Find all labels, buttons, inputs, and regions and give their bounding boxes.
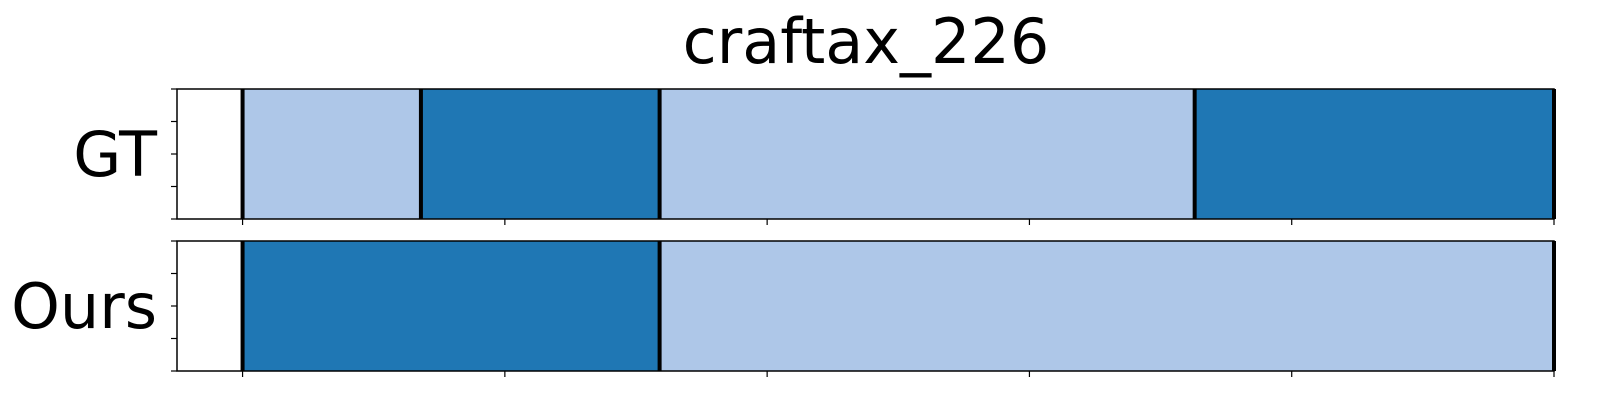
chart-title: craftax_226: [683, 5, 1050, 78]
segment-ours-0: [242, 241, 660, 371]
segment-gt-0: [242, 89, 421, 219]
segment-gt-1: [420, 89, 660, 219]
row-label-ours: Ours: [11, 270, 157, 343]
panels: GT Ours: [11, 88, 1556, 377]
panel-gt: GT: [73, 88, 1556, 225]
segment-gt-2: [659, 89, 1195, 219]
segment-gt-3: [1194, 89, 1554, 219]
segment-ours-1: [659, 241, 1554, 371]
panel-ours: Ours: [11, 240, 1556, 377]
row-label-gt: GT: [73, 118, 158, 191]
